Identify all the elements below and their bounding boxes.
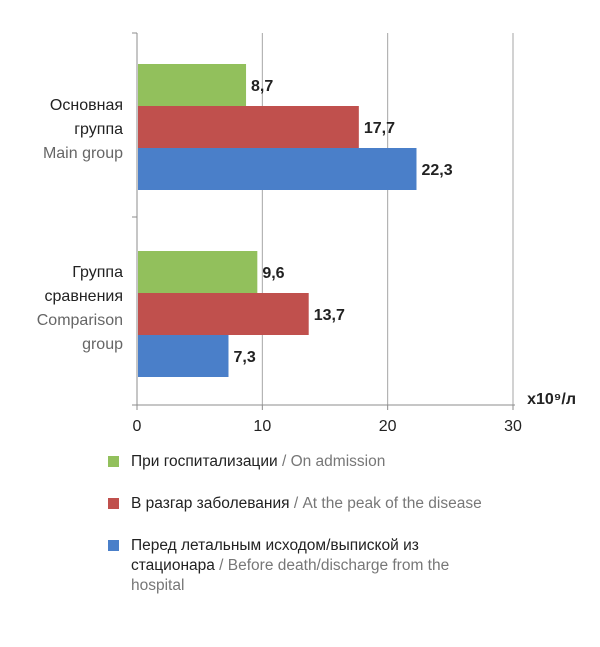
legend-swatch-green — [108, 456, 119, 467]
data-label: 17,7 — [364, 120, 395, 137]
x-tick-label: 20 — [379, 418, 397, 435]
data-label: 13,7 — [314, 307, 345, 324]
legend-label-en: On admission — [290, 453, 386, 470]
bar — [138, 64, 247, 106]
category-label: Основная — [50, 97, 123, 114]
legend-item-on-admission: При госпитализации / On admission — [108, 452, 588, 472]
legend-separator: / — [289, 495, 303, 512]
category-label: Main group — [43, 145, 123, 162]
data-label: 9,6 — [262, 265, 284, 282]
legend-separator: / — [214, 557, 228, 574]
legend-text: В разгар заболевания / At the peak of th… — [131, 494, 482, 514]
legend-text: При госпитализации / On admission — [131, 452, 385, 472]
legend-label-ru: Перед летальным исходом/выпиской из стац… — [131, 537, 419, 574]
data-label: 22,3 — [421, 162, 452, 179]
legend-item-before-death: Перед летальным исходом/выпиской из стац… — [108, 536, 468, 596]
bar — [138, 148, 417, 190]
category-label: сравнения — [45, 288, 123, 305]
legend-swatch-blue — [108, 540, 119, 551]
bar — [138, 251, 258, 293]
bar — [138, 106, 359, 148]
legend-label-ru: При госпитализации — [131, 453, 278, 470]
x-tick-label: 10 — [253, 418, 271, 435]
bar — [138, 293, 309, 335]
category-label: Comparison — [37, 312, 123, 329]
legend-label-ru: В разгар заболевания — [131, 495, 290, 512]
category-label: Группа — [72, 264, 123, 281]
legend-swatch-red — [108, 498, 119, 509]
data-label: 7,3 — [233, 349, 255, 366]
bar-chart: 0 10 20 30 x10⁹/л 8,7 17,7 22,3 9,6 13,7 7,3 Основн… — [37, 32, 576, 435]
legend-item-peak: В разгар заболевания / At the peak of th… — [108, 494, 588, 514]
x-tick-label: 30 — [504, 418, 522, 435]
bar — [138, 335, 229, 377]
legend-label-en: Before death/discharge from the hospital — [131, 557, 450, 594]
x-tick-label: 0 — [133, 418, 142, 435]
legend: При госпитализации / On admission В разг… — [108, 452, 588, 618]
legend-separator: / — [277, 453, 291, 470]
data-label: 8,7 — [251, 78, 273, 95]
x-axis-unit: x10⁹/л — [527, 391, 576, 408]
legend-text: Перед летальным исходом/выпиской из стац… — [131, 536, 468, 596]
category-label: group — [82, 336, 123, 353]
category-label: группа — [74, 121, 123, 138]
legend-label-en: At the peak of the disease — [302, 495, 482, 512]
